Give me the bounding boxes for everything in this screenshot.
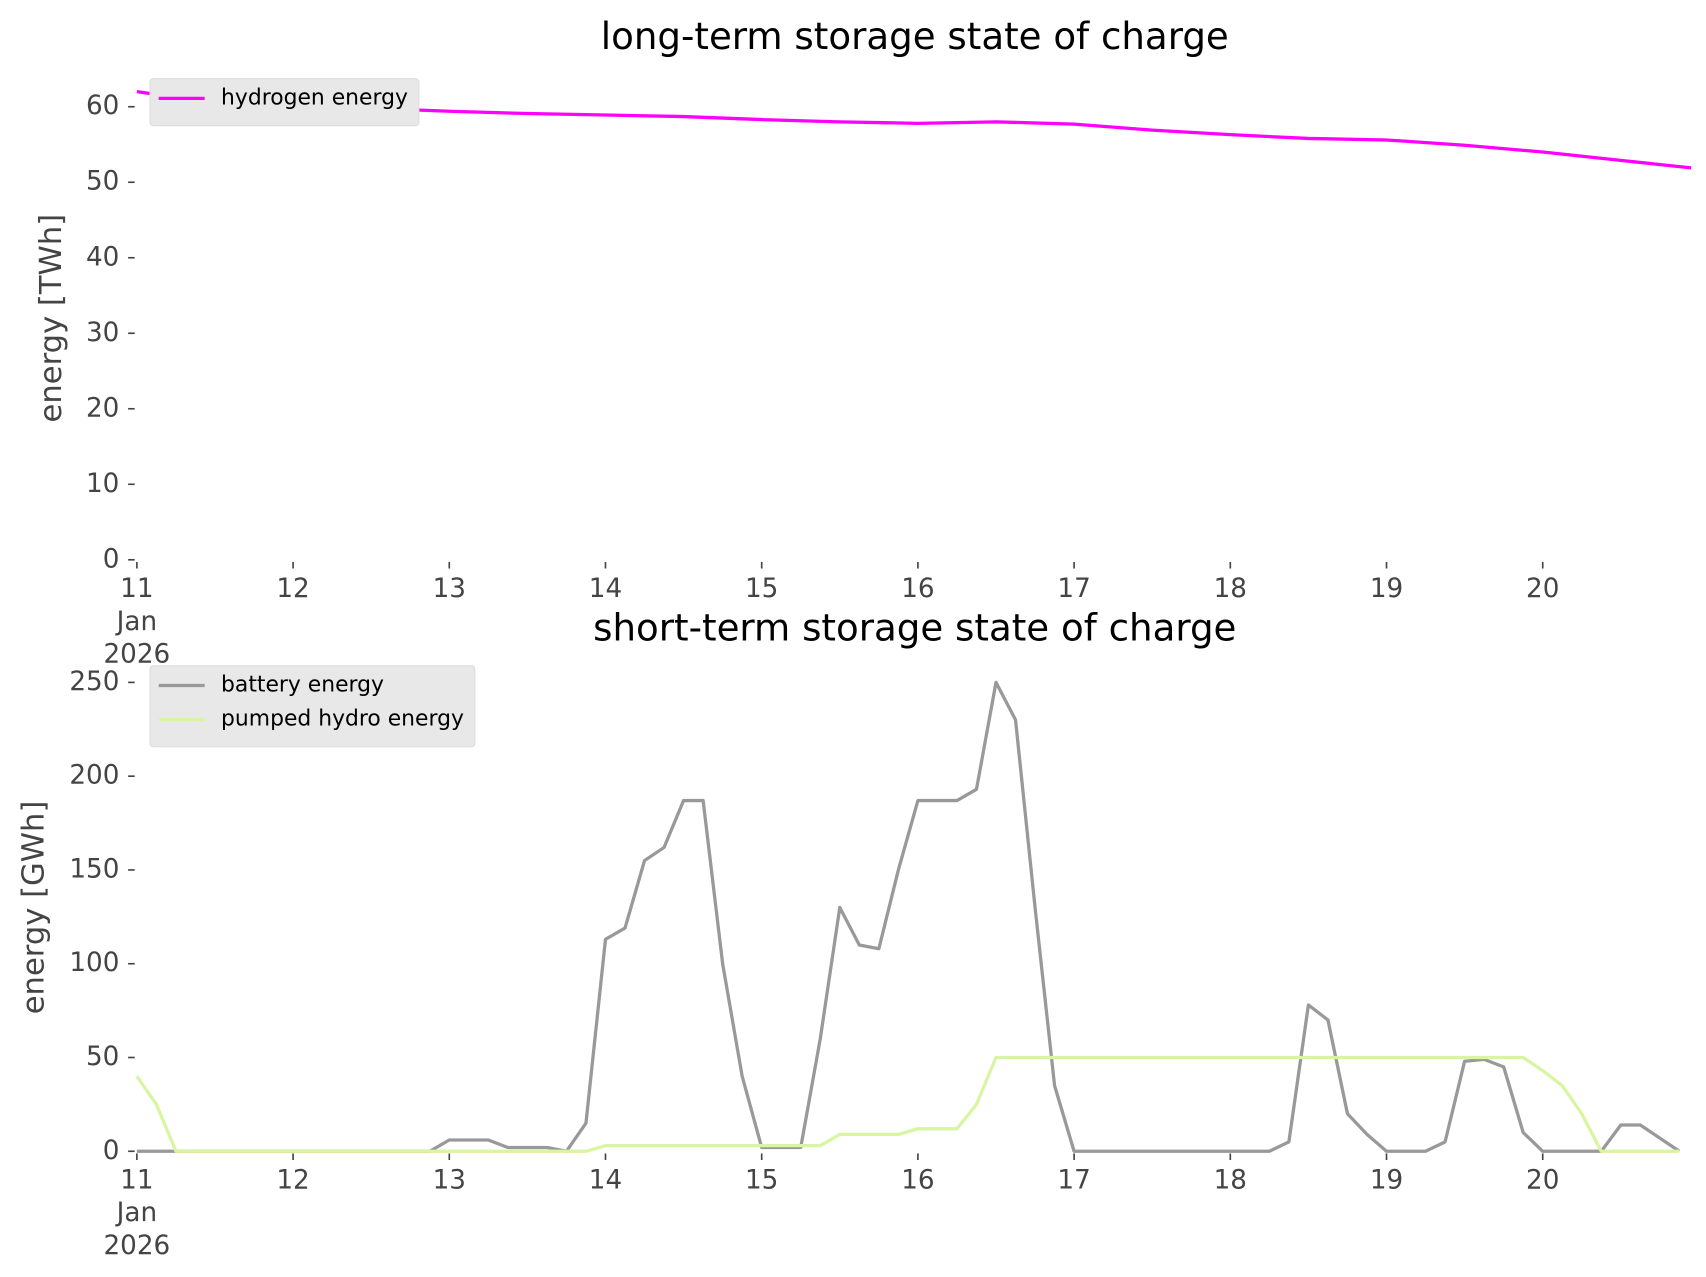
y-axis-label: energy [TWh] bbox=[34, 214, 69, 423]
y-tick-label: 10 bbox=[86, 469, 119, 499]
y-tick-label: 50 bbox=[86, 1042, 119, 1072]
x-tick-label: 15 bbox=[745, 574, 778, 604]
x-tick-label: 20 bbox=[1526, 1165, 1559, 1195]
x-tick-label: 11 Jan 2026 bbox=[104, 1165, 171, 1261]
series-line bbox=[136, 680, 1681, 1153]
y-tick-label: 200 bbox=[69, 761, 119, 791]
x-tick-label: 16 bbox=[901, 1165, 934, 1195]
x-tick-label: 14 bbox=[589, 1165, 622, 1195]
y-tick-label: 0 bbox=[103, 544, 120, 574]
x-tick-label: 13 bbox=[433, 1165, 466, 1195]
y-tick-label: 250 bbox=[69, 667, 119, 697]
x-tick-label: 17 bbox=[1057, 1165, 1090, 1195]
x-tick-label: 12 bbox=[276, 1165, 309, 1195]
y-tick-label: 40 bbox=[86, 242, 119, 272]
chart-title: long-term storage state of charge bbox=[601, 14, 1229, 58]
y-tick-label: 30 bbox=[86, 318, 119, 348]
y-tick-label: 100 bbox=[69, 948, 119, 978]
legend: battery energy pumped hydro energy bbox=[149, 665, 476, 748]
x-tick-label: 19 bbox=[1370, 1165, 1403, 1195]
x-tick-label: 17 bbox=[1057, 574, 1090, 604]
y-tick-label: 60 bbox=[86, 91, 119, 121]
legend: hydrogen energy bbox=[149, 78, 420, 127]
x-tick-label: 16 bbox=[901, 574, 934, 604]
y-tick-label: 20 bbox=[86, 393, 119, 423]
x-tick-label: 13 bbox=[433, 574, 466, 604]
y-tick-label: 150 bbox=[69, 854, 119, 884]
legend-label: hydrogen energy bbox=[221, 85, 408, 110]
x-tick-label: 20 bbox=[1526, 574, 1559, 604]
legend-label: pumped hydro energy bbox=[221, 706, 464, 731]
x-tick-label: 11 Jan 2026 bbox=[104, 574, 171, 670]
y-tick-label: 50 bbox=[86, 167, 119, 197]
chart-title: short-term storage state of charge bbox=[593, 605, 1236, 649]
y-axis-label: energy [GWh] bbox=[17, 801, 52, 1015]
x-tick-label: 14 bbox=[589, 574, 622, 604]
series-line bbox=[135, 1055, 1680, 1153]
x-tick-label: 19 bbox=[1370, 574, 1403, 604]
legend-box bbox=[149, 665, 476, 748]
legend-box bbox=[149, 78, 420, 127]
x-tick-label: 15 bbox=[745, 1165, 778, 1195]
legend-label: battery energy bbox=[221, 673, 384, 698]
x-tick-label: 18 bbox=[1214, 1165, 1247, 1195]
x-tick-label: 12 bbox=[276, 574, 309, 604]
y-tick-label: 0 bbox=[103, 1136, 120, 1166]
x-tick-label: 18 bbox=[1214, 574, 1247, 604]
